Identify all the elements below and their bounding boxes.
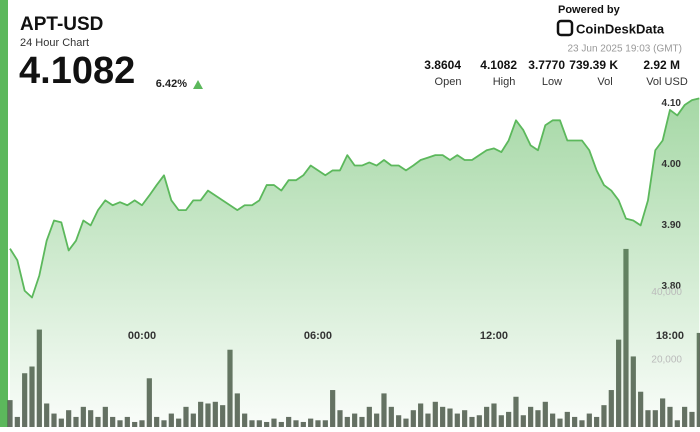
- powered-by: Powered by: [558, 4, 621, 16]
- stats: 3.8604 Open 4.1082 High 3.7770 Low 739.39 K Vol…: [424, 58, 688, 88]
- y-tick-label: 3.90: [662, 220, 682, 231]
- accent-bar: [0, 0, 8, 427]
- stat-label: Low: [542, 76, 562, 88]
- y2-tick-label: 40,000: [651, 287, 682, 298]
- x-tick-label: 00:00: [128, 330, 156, 342]
- price-line: [9, 97, 700, 299]
- change: 6.42%: [156, 78, 187, 90]
- x-tick-label: 06:00: [304, 330, 332, 342]
- price-area-fill: [10, 98, 700, 427]
- brand-logo: [556, 19, 574, 37]
- brand: CoinDeskData: [576, 21, 665, 36]
- stat-value: 739.39 K: [569, 58, 618, 72]
- y-tick-label: 4.10: [662, 98, 682, 109]
- stat-label: Vol USD: [646, 76, 688, 88]
- x-tick-label: 12:00: [480, 330, 508, 342]
- timestamp: 23 Jun 2025 19:03 (GMT): [567, 44, 682, 55]
- x-tick-label: 18:00: [656, 330, 684, 342]
- subtitle: 24 Hour Chart: [20, 37, 89, 49]
- axes: 00:00 06:00 12:00 18:00 3.80 3.90 4.00 4.10 20,0…: [128, 98, 684, 366]
- stat-value: 3.8604: [424, 58, 461, 72]
- price: 4.1082: [19, 50, 135, 92]
- stat-label: Open: [435, 76, 462, 88]
- stat-value: 4.1082: [480, 58, 517, 72]
- stat-value: 3.7770: [528, 58, 565, 72]
- price-area: [9, 97, 700, 427]
- plot: 00:00 06:00 12:00 18:00 3.80 3.90 4.00 4.10 20,0…: [7, 97, 700, 427]
- y-tick-label: 4.00: [662, 159, 682, 170]
- title: APT-USD: [20, 14, 103, 35]
- stat-label: Vol: [597, 76, 612, 88]
- up-arrow: [193, 80, 203, 89]
- y-tick-label: 3.80: [662, 281, 682, 292]
- y2-tick-label: 20,000: [651, 354, 682, 365]
- stat-label: High: [493, 76, 516, 88]
- stat-value: 2.92 M: [643, 58, 680, 72]
